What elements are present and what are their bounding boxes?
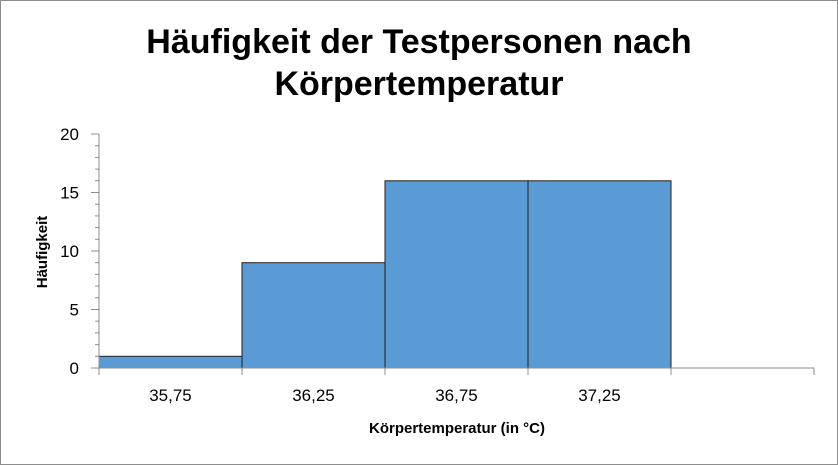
x-tick-label: 36,25 (292, 386, 335, 405)
bar-35,75 (98, 355, 243, 369)
bar-36,25 (241, 262, 386, 369)
chart-title: Häufigkeit der Testpersonen nach Körpert… (1, 21, 837, 105)
chart-title-line-2: Körpertemperatur (274, 65, 564, 103)
y-tick-label: 10 (60, 242, 79, 261)
y-tick-label: 5 (70, 301, 79, 320)
x-axis: 35,75 36,25 36,75 37,25 (98, 367, 815, 405)
x-axis-title: Körpertemperatur (in °C) (369, 420, 545, 437)
x-tick-label: 36,75 (435, 386, 478, 405)
chart-title-line-1: Häufigkeit der Testpersonen nach (146, 23, 692, 61)
x-tick-label: 35,75 (149, 386, 192, 405)
x-tick-label: 37,25 (578, 386, 621, 405)
bar-37,25 (527, 180, 672, 369)
y-tick-label: 20 (60, 125, 79, 144)
y-tick-label: 0 (70, 359, 79, 378)
bar-36,75 (384, 180, 529, 369)
y-tick-label: 15 (60, 184, 79, 203)
y-axis: 0 5 10 15 20 (60, 125, 100, 378)
y-axis-title: Häufigkeit (34, 216, 51, 289)
bars-group (98, 180, 672, 369)
